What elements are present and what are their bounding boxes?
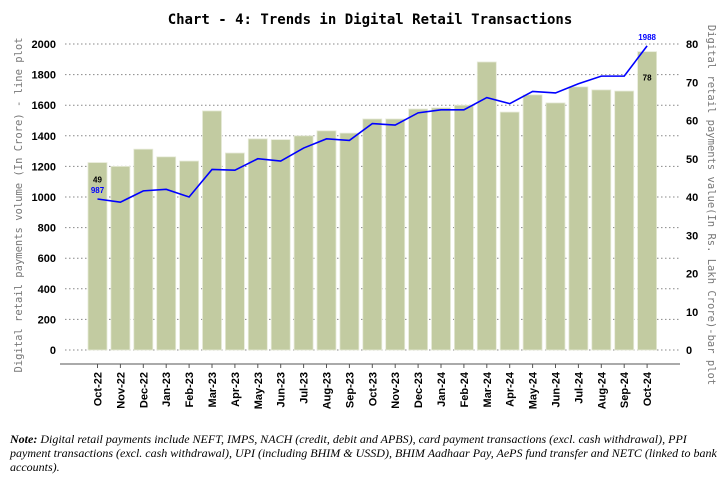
y-tick-left: 0: [50, 345, 56, 357]
x-tick-label: Mar-23: [207, 372, 219, 407]
x-tick-label: Oct-24: [642, 371, 654, 406]
bar-Dec-23: [408, 108, 429, 351]
bar-Feb-23: [179, 160, 200, 351]
x-tick-label: Feb-24: [459, 371, 471, 407]
bar-Oct-22: [87, 162, 108, 351]
x-tick-label: Nov-23: [390, 372, 402, 409]
x-tick-label: Apr-23: [230, 372, 242, 407]
y-tick-right: 60: [686, 116, 698, 128]
x-tick-label: Nov-22: [115, 372, 127, 409]
bar-Jun-24: [545, 102, 566, 351]
y-tick-left: 200: [38, 314, 56, 326]
x-tick-label: Oct-22: [93, 372, 105, 406]
bar-Jan-24: [431, 107, 451, 351]
y-axis-label-right: Digital retail payments value(In Rs. Lak…: [705, 25, 717, 385]
note-label: Note:: [10, 432, 38, 446]
x-tick-label: Jul-24: [573, 371, 585, 404]
x-tick-label: May-23: [253, 372, 265, 409]
y-tick-left: 1000: [32, 192, 56, 204]
x-tick-label: Jul-23: [299, 372, 311, 404]
note-text: Digital retail payments include NEFT, IM…: [10, 432, 717, 474]
y-tick-right: 10: [686, 307, 698, 319]
footnote: Note: Digital retail payments include NE…: [10, 432, 722, 474]
x-tick-label: Jun-23: [276, 372, 288, 407]
y-tick-right: 50: [686, 154, 698, 166]
bar-Dec-22: [133, 148, 154, 351]
chart-title: Chart - 4: Trends in Digital Retail Tran…: [168, 12, 573, 28]
x-tick-label: Jun-24: [551, 371, 563, 407]
y-tick-left: 800: [38, 223, 56, 235]
x-tick-label: Oct-23: [367, 372, 379, 406]
x-tick-label: Sep-23: [344, 372, 356, 408]
y-axis-label-left: Digital retail payments volume (In Crore…: [13, 37, 25, 372]
bars: [87, 51, 657, 351]
bar-Sep-23: [339, 132, 360, 351]
x-tick-label: Dec-23: [413, 372, 425, 408]
x-tick-label: Mar-24: [482, 371, 494, 407]
bar-Nov-23: [385, 118, 406, 351]
bar-Aug-24: [591, 89, 612, 351]
x-tick-label: Sep-24: [619, 371, 631, 408]
y-tick-left: 1400: [32, 131, 56, 143]
y-tick-right: 0: [686, 345, 692, 357]
line-label-last: 1988: [638, 33, 656, 42]
bar-Sep-24: [614, 90, 635, 351]
bar-Jan-23: [156, 156, 177, 351]
y-tick-left: 1800: [32, 70, 56, 82]
y-tick-right: 80: [686, 39, 698, 51]
bar-Nov-22: [110, 165, 131, 351]
y-tick-right: 30: [686, 230, 698, 242]
bar-May-24: [522, 94, 543, 351]
bar-Mar-24: [476, 61, 497, 351]
x-tick-label: Dec-22: [138, 372, 150, 408]
bar-Feb-24: [453, 104, 474, 351]
y-tick-left: 2000: [32, 39, 56, 51]
x-tick-label: Aug-24: [596, 371, 608, 409]
x-tick-label: Feb-23: [184, 372, 196, 407]
y-tick-left: 1200: [32, 161, 56, 173]
x-tick-label: Aug-23: [322, 372, 334, 409]
x-tick-label: Jan-23: [161, 372, 173, 407]
x-tick-label: Apr-24: [505, 371, 517, 407]
y-tick-left: 600: [38, 253, 56, 265]
bar-Oct-24: [637, 51, 657, 351]
y-tick-left: 400: [38, 284, 56, 296]
bar-label-last: 78: [643, 74, 652, 83]
bar-Apr-23: [224, 152, 245, 351]
bar-Jul-24: [568, 86, 589, 351]
y-tick-right: 40: [686, 192, 698, 204]
bar-Aug-23: [316, 130, 337, 351]
bar-Mar-23: [202, 110, 222, 351]
y-tick-right: 20: [686, 269, 698, 281]
bar-Jun-23: [270, 139, 291, 351]
x-tick-label: Jan-24: [436, 371, 448, 407]
line-label-first: 987: [91, 186, 105, 195]
line-series: [97, 45, 648, 204]
bar-label-first: 49: [93, 176, 102, 185]
y-tick-left: 1600: [32, 100, 56, 112]
axes: 0 200 400 600 800 1000 1200 1400 1600 1800 2000 0 10…: [32, 39, 699, 409]
bar-Jul-23: [293, 135, 314, 351]
bar-Apr-24: [499, 111, 520, 351]
y-tick-right: 70: [686, 77, 698, 89]
x-tick-label: May-24: [528, 371, 540, 409]
bar-May-23: [247, 138, 268, 351]
bar-Oct-23: [362, 118, 383, 351]
